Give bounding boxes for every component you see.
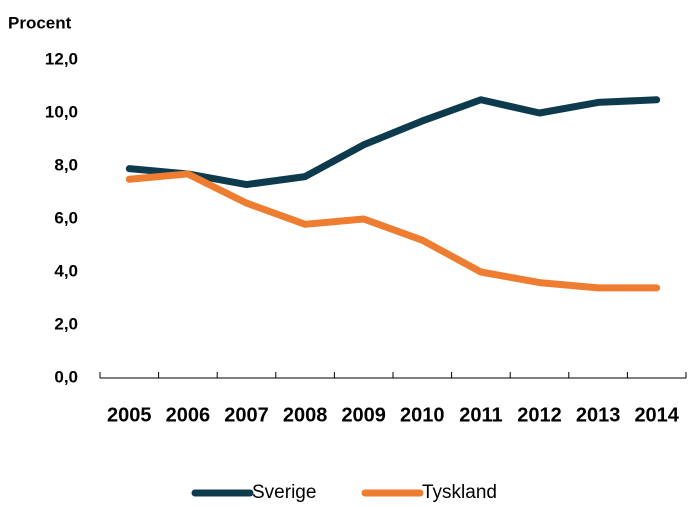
x-tick-label: 2006 [166,404,211,426]
x-tick-label: 2008 [283,404,328,426]
y-tick-label: 0,0 [54,367,78,386]
y-tick-label: 8,0 [54,155,78,174]
x-tick-label: 2012 [517,404,562,426]
line-series [125,96,661,189]
legend-label: Tyskland [422,482,497,503]
legend-label: Sverige [252,482,316,503]
y-tick-label: 12,0 [45,49,78,68]
y-tick-label: 10,0 [45,102,78,121]
y-axis-label: Procent [8,13,72,32]
x-tick-label: 2005 [107,404,152,426]
x-tick-label: 2014 [634,404,679,426]
y-tick-label: 2,0 [54,314,78,333]
y-tick-label: 6,0 [54,208,78,227]
line-series [125,170,661,292]
x-tick-label: 2007 [224,404,269,426]
x-tick-label: 2009 [341,404,386,426]
x-tick-label: 2013 [576,404,621,426]
x-tick-label: 2011 [459,404,502,426]
y-tick-label: 4,0 [54,261,78,280]
x-tick-label: 2010 [400,404,445,426]
